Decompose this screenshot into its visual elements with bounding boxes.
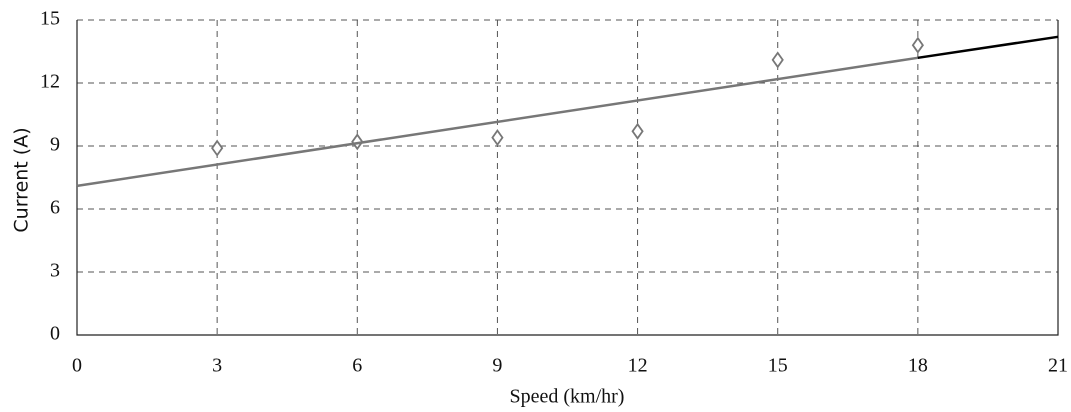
- data-point: [492, 131, 502, 145]
- y-tick-label: 12: [40, 71, 60, 93]
- x-tick-label: 21: [1048, 355, 1068, 377]
- data-point: [633, 124, 643, 138]
- x-tick-label: 6: [352, 355, 362, 377]
- y-tick-label: 3: [50, 260, 60, 282]
- x-tick-label: 9: [492, 355, 502, 377]
- axis-frame: [77, 20, 1058, 335]
- chart: Current (A) Speed (km/hr) 0 3 6 9 12 15 0 3 6 9 12…: [0, 0, 1071, 412]
- data-point: [212, 141, 222, 155]
- trend-line: [918, 37, 1058, 58]
- y-axis-label: Current (A): [11, 127, 33, 232]
- y-tick-label: 6: [50, 197, 60, 219]
- y-tick-label: 9: [50, 134, 60, 156]
- y-tick-label: 0: [50, 323, 60, 345]
- x-tick-label: 12: [628, 355, 648, 377]
- x-tick-label: 3: [212, 355, 222, 377]
- y-tick-label: 15: [40, 8, 60, 30]
- x-tick-label: 15: [768, 355, 788, 377]
- x-axis-label: Speed (km/hr): [510, 386, 625, 408]
- data-point: [913, 38, 923, 52]
- x-tick-label: 18: [908, 355, 928, 377]
- data-point: [773, 53, 783, 67]
- x-tick-label: 0: [72, 355, 82, 377]
